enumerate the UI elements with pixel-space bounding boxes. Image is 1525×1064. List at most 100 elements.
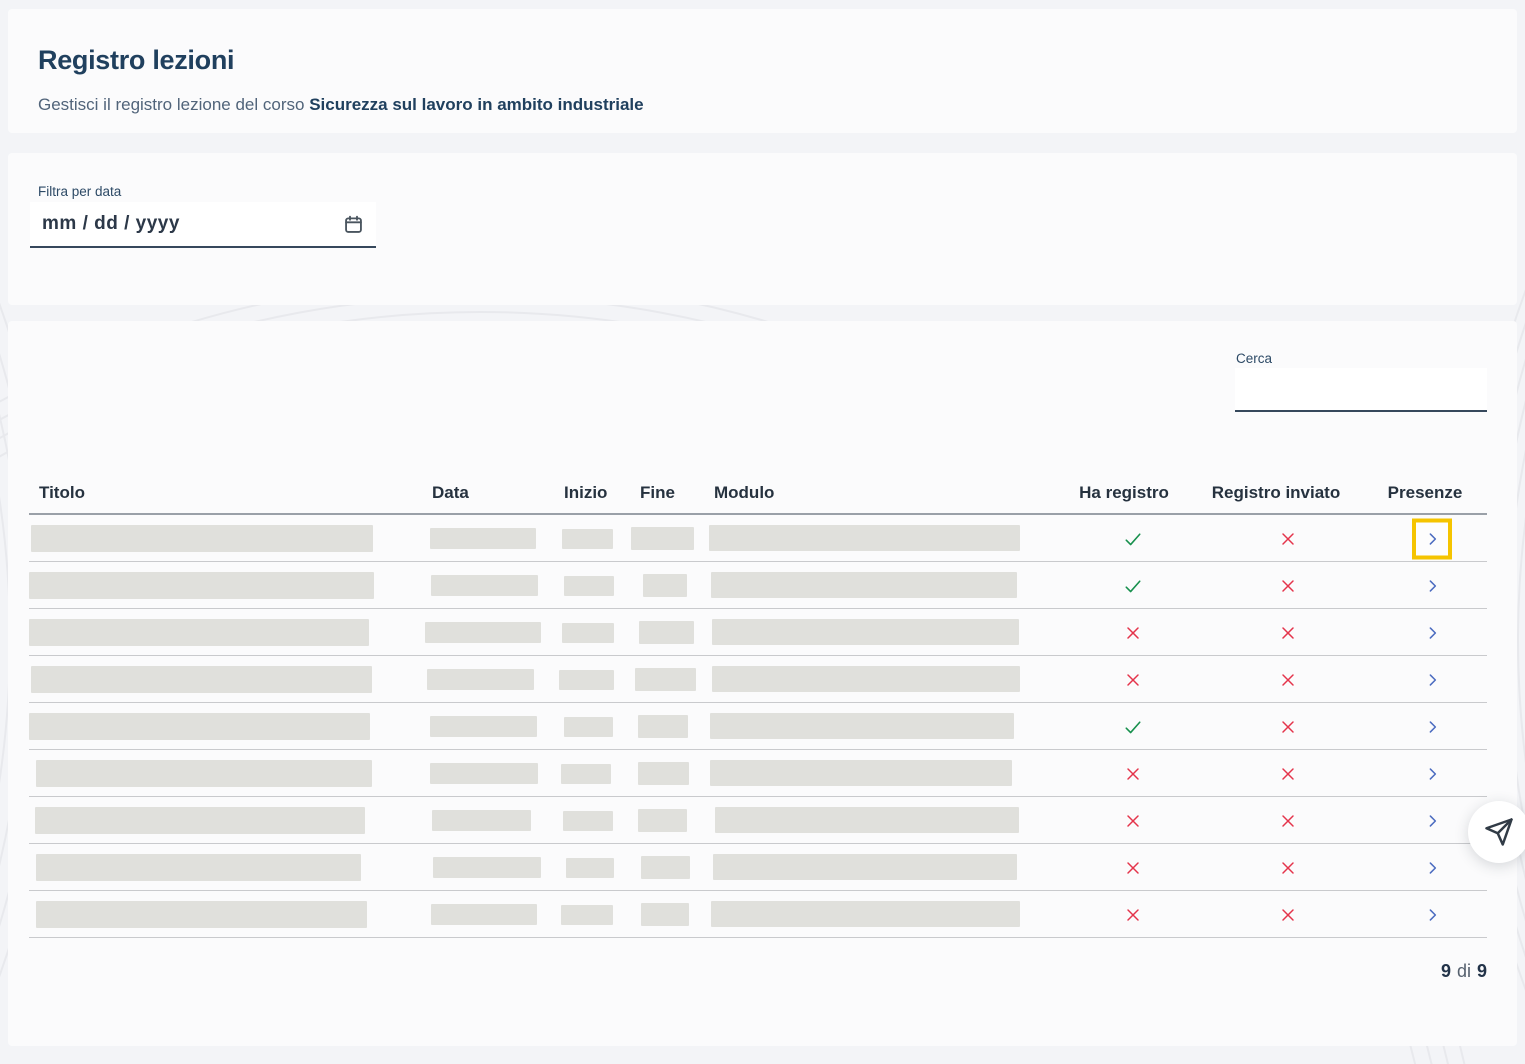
- presenze-chevron-button[interactable]: [1412, 518, 1452, 559]
- search-label: Cerca: [1236, 351, 1273, 366]
- cross-icon: [1127, 767, 1139, 780]
- registro-inviato-status: [1281, 813, 1296, 828]
- check-icon: [1125, 579, 1141, 592]
- skeleton-data: [430, 716, 537, 737]
- skeleton-titolo: [36, 901, 367, 928]
- skeleton-inizio: [562, 623, 614, 643]
- column-header-fine: Fine: [640, 483, 675, 502]
- column-header-presenze: Presenze: [1387, 483, 1463, 502]
- subtitle-text: Gestisci il registro lezione del corso: [38, 95, 305, 114]
- cross-icon: [1282, 532, 1294, 545]
- skeleton-modulo: [710, 760, 1012, 786]
- skeleton-data: [431, 904, 537, 925]
- course-name: Sicurezza sul lavoro in ambito industria…: [309, 95, 644, 114]
- column-header-data: Data: [432, 483, 469, 502]
- cross-icon: [1127, 673, 1139, 686]
- skeleton-inizio: [564, 576, 614, 596]
- skeleton-modulo: [711, 572, 1017, 598]
- skeleton-modulo: [713, 854, 1017, 880]
- ha-registro-status: [1126, 766, 1141, 781]
- table-row: [8, 703, 1517, 750]
- page-subtitle: Gestisci il registro lezione del corso S…: [38, 95, 1487, 115]
- skeleton-inizio: [561, 905, 613, 925]
- presenze-chevron-button[interactable]: [1412, 565, 1452, 606]
- ha-registro-status: [1126, 625, 1141, 640]
- page-title: Registro lezioni: [38, 45, 235, 75]
- pagination: 9 di 9: [1441, 961, 1487, 982]
- skeleton-modulo: [709, 525, 1020, 551]
- page-header-panel: Registro lezioni Gestisci il registro le…: [8, 9, 1517, 133]
- presenze-chevron-button[interactable]: [1412, 800, 1452, 841]
- skeleton-inizio: [561, 764, 611, 784]
- cross-icon: [1282, 861, 1294, 874]
- skeleton-modulo: [712, 619, 1019, 645]
- skeleton-titolo: [35, 807, 365, 834]
- cross-icon: [1127, 626, 1139, 639]
- cross-icon: [1282, 626, 1294, 639]
- cross-icon: [1282, 673, 1294, 686]
- skeleton-fine: [643, 574, 687, 597]
- presenze-chevron-button[interactable]: [1412, 612, 1452, 653]
- skeleton-fine: [639, 621, 694, 644]
- presenze-chevron-button[interactable]: [1412, 706, 1452, 747]
- ha-registro-status: [1126, 672, 1141, 687]
- ha-registro-status: [1124, 576, 1143, 595]
- skeleton-modulo: [715, 807, 1019, 833]
- table-row: [8, 797, 1517, 844]
- column-header-titolo: Titolo: [39, 483, 85, 502]
- check-icon: [1125, 532, 1141, 545]
- skeleton-inizio: [563, 811, 613, 831]
- registro-inviato-status: [1281, 860, 1296, 875]
- registro-inviato-status: [1281, 672, 1296, 687]
- pagination-total: 9: [1476, 961, 1487, 981]
- skeleton-data: [430, 528, 536, 549]
- skeleton-data: [432, 810, 531, 831]
- chevron-right-icon: [1429, 861, 1436, 874]
- skeleton-fine: [641, 903, 689, 926]
- chevron-right-icon: [1429, 532, 1436, 545]
- skeleton-data: [425, 622, 541, 643]
- ha-registro-status: [1124, 717, 1143, 736]
- table-row: [8, 656, 1517, 703]
- send-register-fab[interactable]: [1468, 801, 1525, 863]
- skeleton-titolo: [31, 666, 372, 693]
- skeleton-titolo: [31, 525, 373, 552]
- chevron-right-icon: [1429, 908, 1436, 921]
- table-row: [8, 750, 1517, 797]
- column-header-ha: Ha registro: [1079, 483, 1169, 502]
- skeleton-inizio: [562, 529, 613, 549]
- chevron-right-icon: [1429, 720, 1436, 733]
- cross-icon: [1127, 908, 1139, 921]
- cross-icon: [1127, 814, 1139, 827]
- registro-inviato-status: [1281, 578, 1296, 593]
- chevron-right-icon: [1429, 814, 1436, 827]
- skeleton-data: [427, 669, 534, 690]
- presenze-chevron-button[interactable]: [1412, 894, 1452, 935]
- table-header-row: Titolo Data Inizio Fine Modulo Ha registro Reg…: [8, 475, 1517, 515]
- skeleton-data: [433, 857, 541, 878]
- chevron-right-icon: [1429, 767, 1436, 780]
- skeleton-inizio: [564, 717, 613, 737]
- presenze-chevron-button[interactable]: [1412, 847, 1452, 888]
- skeleton-fine: [641, 856, 690, 879]
- lessons-table-panel: Cerca Titolo Data Inizio Fine Modulo Ha regis…: [8, 321, 1517, 1046]
- search-input[interactable]: [1235, 368, 1487, 412]
- skeleton-titolo: [29, 619, 369, 646]
- table-row: [8, 844, 1517, 891]
- presenze-chevron-button[interactable]: [1412, 659, 1452, 700]
- cross-icon: [1282, 908, 1294, 921]
- skeleton-titolo: [29, 572, 374, 599]
- registro-inviato-status: [1281, 531, 1296, 546]
- skeleton-fine: [638, 715, 688, 738]
- ha-registro-status: [1126, 907, 1141, 922]
- date-filter-input[interactable]: mm / dd / yyyy: [30, 202, 376, 248]
- skeleton-fine: [638, 809, 687, 832]
- calendar-icon[interactable]: [343, 214, 364, 235]
- presenze-chevron-button[interactable]: [1412, 753, 1452, 794]
- skeleton-inizio: [566, 858, 614, 878]
- column-header-modulo: Modulo: [714, 483, 775, 502]
- skeleton-inizio: [559, 670, 614, 690]
- pagination-count: 9: [1440, 961, 1451, 981]
- skeleton-titolo: [29, 713, 370, 740]
- cross-icon: [1282, 767, 1294, 780]
